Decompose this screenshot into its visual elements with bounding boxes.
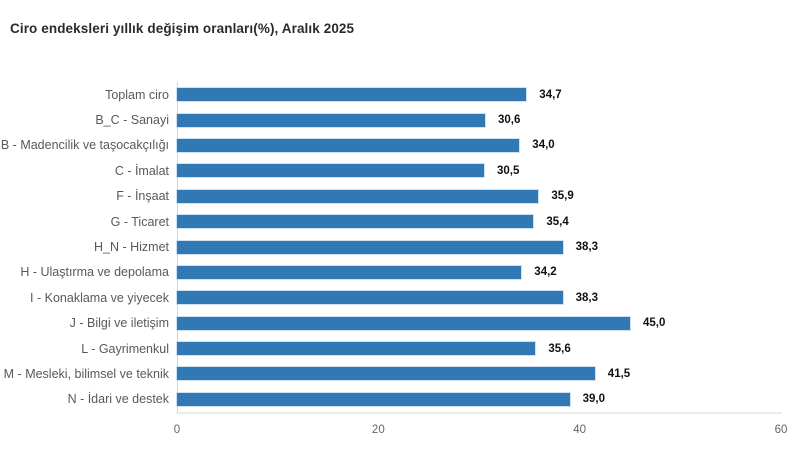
- value-label: 34,0: [532, 139, 555, 152]
- bar-row: H_N - Hizmet 38,3: [0, 234, 804, 259]
- value-label: 30,5: [497, 164, 520, 177]
- bar-row: J - Bilgi ve iletişim 45,0: [0, 311, 804, 336]
- bar-row: M - Mesleki, bilimsel ve teknik 41,5: [0, 361, 804, 386]
- bar: [177, 215, 534, 229]
- x-tick-label: 60: [774, 424, 788, 437]
- bar-chart-plot: Toplam ciro 34,7 B_C - Sanayi 30,6 B - Maden…: [0, 82, 804, 436]
- bar-row: I - Konaklama ve yiyecek 38,3: [0, 285, 804, 310]
- bar-row: N - İdari ve destek 39,0: [0, 387, 804, 412]
- value-label: 30,6: [498, 114, 521, 127]
- value-label: 39,0: [582, 393, 605, 406]
- bar-track: 30,5: [177, 158, 781, 183]
- bar-row: B - Madencilik ve taşocakçılığı 34,0: [0, 133, 804, 158]
- bar: [177, 316, 630, 330]
- bar-track: 34,7: [177, 82, 781, 107]
- bar-track: 45,0: [177, 311, 781, 336]
- bar-track: 35,6: [177, 336, 781, 361]
- value-label: 41,5: [607, 367, 631, 380]
- bar: [177, 138, 520, 152]
- category-label: B - Madencilik ve taşocakçılığı: [0, 138, 169, 153]
- bar: [177, 265, 522, 279]
- category-label: C - İmalat: [114, 163, 169, 178]
- category-label: N - İdari ve destek: [67, 392, 169, 407]
- value-label: 35,4: [546, 215, 569, 228]
- bar-track: 35,9: [177, 184, 781, 209]
- value-label: 45,0: [643, 317, 666, 330]
- category-label: H_N - Hizmet: [93, 240, 169, 255]
- bar: [177, 392, 570, 406]
- category-label: I - Konaklama ve yiyecek: [30, 290, 169, 305]
- bar-track: 34,0: [177, 133, 781, 158]
- value-label: 38,3: [575, 241, 598, 254]
- bar-row: C - İmalat 30,5: [0, 158, 804, 183]
- category-label: G - Ticaret: [110, 214, 169, 229]
- bar-track: 30,6: [177, 107, 781, 132]
- bar: [177, 88, 527, 102]
- bar-track: 39,0: [177, 387, 781, 412]
- bar-track: 35,4: [177, 209, 781, 234]
- category-label: J - Bilgi ve iletişim: [69, 316, 169, 331]
- bar-row: G - Ticaret 35,4: [0, 209, 804, 234]
- bar: [177, 240, 563, 254]
- category-label: H - Ulaştırma ve depolama: [20, 265, 169, 280]
- bar: [177, 113, 485, 127]
- bar: [177, 342, 536, 356]
- x-tick-label: 20: [371, 424, 385, 437]
- bar-track: 38,3: [177, 285, 781, 310]
- bar-track: 41,5: [177, 361, 781, 386]
- bar: [177, 189, 539, 203]
- category-label: L - Gayrimenkul: [81, 341, 169, 356]
- value-label: 38,3: [575, 291, 598, 304]
- bar: [177, 291, 563, 305]
- category-label: F - İnşaat: [116, 189, 169, 204]
- value-label: 34,7: [539, 88, 562, 101]
- category-label: B_C - Sanayi: [95, 113, 169, 128]
- category-label: M - Mesleki, bilimsel ve teknik: [3, 366, 169, 381]
- x-axis: 0 20 40 60: [173, 424, 788, 440]
- bar-row: H - Ulaştırma ve depolama 34,2: [0, 260, 804, 285]
- bar-track: 38,3: [177, 234, 781, 259]
- bar-row: B_C - Sanayi 30,6: [0, 107, 804, 132]
- x-axis-baseline: [176, 412, 782, 415]
- category-label: Toplam ciro: [105, 87, 169, 102]
- bar: [177, 367, 595, 381]
- bar-rows: Toplam ciro 34,7 B_C - Sanayi 30,6 B - Maden…: [0, 82, 804, 413]
- value-label: 34,2: [534, 266, 557, 279]
- bar-row: L - Gayrimenkul 35,6: [0, 336, 804, 361]
- bar-row: F - İnşaat 35,9: [0, 184, 804, 209]
- bar-row: Toplam ciro 34,7: [0, 82, 804, 107]
- bar: [177, 164, 484, 178]
- value-label: 35,6: [548, 342, 571, 355]
- value-label: 35,9: [551, 190, 574, 203]
- x-tick-label: 40: [573, 424, 587, 437]
- chart-title: Ciro endeksleri yıllık değişim oranları(…: [10, 21, 355, 36]
- bar-track: 34,2: [177, 260, 781, 285]
- x-tick-label: 0: [173, 424, 181, 437]
